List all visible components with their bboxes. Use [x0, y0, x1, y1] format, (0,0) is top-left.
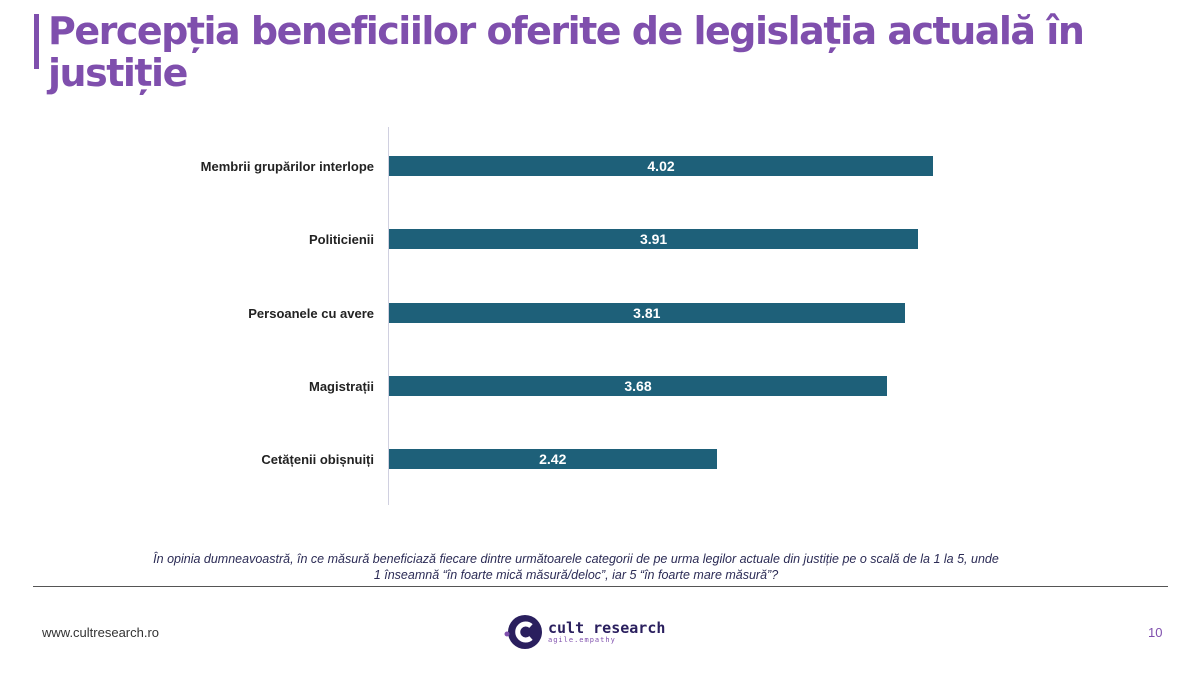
category-label: Magistrații: [308, 378, 374, 394]
category-label: Membrii grupărilor interlope: [200, 159, 374, 174]
bar: [389, 375, 888, 396]
data-label: 3.68: [624, 377, 652, 394]
data-label: 3.81: [633, 304, 661, 321]
bar: [389, 229, 919, 250]
logo-c-icon: [504, 615, 542, 649]
bar: [389, 449, 717, 470]
y-axis-line: [388, 127, 389, 505]
page-title: Percepția beneficiilor oferite de legisl…: [48, 9, 1085, 95]
category-label: Cetățenii obișnuiți: [261, 452, 374, 468]
category-label: Persoanele cu avere: [248, 305, 374, 321]
data-label: 2.42: [539, 451, 567, 468]
cult-research-logo: cult research agile.empathy: [503, 612, 665, 652]
bar: [389, 302, 905, 323]
survey-question: În opinia dumneavoastră, în ce măsură be…: [153, 552, 999, 582]
logo-tagline: agile.empathy: [548, 635, 616, 644]
data-label: 4.02: [647, 158, 675, 174]
logo-name: cult research: [548, 618, 666, 637]
data-label: 3.91: [639, 231, 668, 248]
category-label: Politicienii: [308, 232, 374, 248]
bar-chart: Membrii grupărilor interlope 4.02 Politici…: [0, 130, 1200, 510]
title-accent-bar: [34, 14, 39, 69]
bar: [389, 156, 934, 176]
website-link[interactable]: www.cultresearch.ro: [42, 625, 160, 640]
page-number: 10: [1148, 625, 1163, 640]
footer-divider: [33, 586, 1168, 587]
